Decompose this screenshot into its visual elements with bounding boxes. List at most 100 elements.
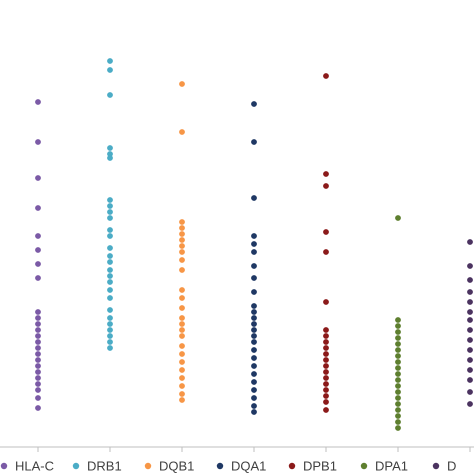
data-point-drb1 bbox=[107, 155, 113, 161]
data-point-dpb1 bbox=[323, 375, 329, 381]
data-point-dqb1 bbox=[179, 343, 185, 349]
data-point-dqb1 bbox=[179, 327, 185, 333]
data-point-drb1 bbox=[107, 267, 113, 273]
data-point-dpb1 bbox=[323, 357, 329, 363]
data-point-d bbox=[467, 309, 473, 315]
data-point-dqa1 bbox=[251, 275, 257, 281]
data-point-d bbox=[467, 299, 473, 305]
legend-marker bbox=[360, 462, 368, 470]
legend-label: DRB1 bbox=[87, 459, 122, 474]
data-point-drb1 bbox=[107, 259, 113, 265]
data-point-d bbox=[467, 389, 473, 395]
legend-label: DQA1 bbox=[231, 459, 266, 474]
data-point-dpa1 bbox=[395, 323, 401, 329]
data-point-dpb1 bbox=[323, 327, 329, 333]
data-point-dqa1 bbox=[251, 101, 257, 107]
points-layer bbox=[35, 58, 473, 431]
data-point-drb1 bbox=[107, 321, 113, 327]
data-point-dqa1 bbox=[251, 315, 257, 321]
data-point-dqa1 bbox=[251, 289, 257, 295]
data-point-dqa1 bbox=[251, 303, 257, 309]
legend-marker bbox=[288, 462, 296, 470]
legend-label: DPB1 bbox=[303, 459, 337, 474]
data-point-drb1 bbox=[107, 58, 113, 64]
data-point-dqa1 bbox=[251, 395, 257, 401]
data-point-dpb1 bbox=[323, 183, 329, 189]
data-point-dqa1 bbox=[251, 355, 257, 361]
data-point-hla-c bbox=[35, 351, 41, 357]
data-point-hla-c bbox=[35, 381, 41, 387]
data-point-drb1 bbox=[107, 333, 113, 339]
data-point-dpb1 bbox=[323, 339, 329, 345]
legend-marker bbox=[0, 462, 8, 470]
data-point-dqa1 bbox=[251, 195, 257, 201]
data-point-dpa1 bbox=[395, 413, 401, 419]
data-point-dpa1 bbox=[395, 419, 401, 425]
data-point-dpb1 bbox=[323, 345, 329, 351]
legend-label: DQB1 bbox=[159, 459, 194, 474]
data-point-dqb1 bbox=[179, 315, 185, 321]
data-point-dqb1 bbox=[179, 295, 185, 301]
data-point-dpa1 bbox=[395, 329, 401, 335]
data-point-dqb1 bbox=[179, 243, 185, 249]
data-point-dpa1 bbox=[395, 425, 401, 431]
data-point-dqa1 bbox=[251, 241, 257, 247]
data-point-dqb1 bbox=[179, 287, 185, 293]
data-point-hla-c bbox=[35, 327, 41, 333]
data-point-drb1 bbox=[107, 92, 113, 98]
data-point-dqa1 bbox=[251, 249, 257, 255]
data-point-hla-c bbox=[35, 363, 41, 369]
data-point-dpa1 bbox=[395, 371, 401, 377]
data-point-hla-c bbox=[35, 333, 41, 339]
data-point-dpa1 bbox=[395, 401, 401, 407]
data-point-drb1 bbox=[107, 315, 113, 321]
data-point-d bbox=[467, 239, 473, 245]
data-point-dpa1 bbox=[395, 365, 401, 371]
data-point-dqb1 bbox=[179, 129, 185, 135]
data-point-dqa1 bbox=[251, 347, 257, 353]
data-point-drb1 bbox=[107, 197, 113, 203]
data-point-dqa1 bbox=[251, 333, 257, 339]
data-point-d bbox=[467, 401, 473, 407]
data-point-hla-c bbox=[35, 315, 41, 321]
data-point-drb1 bbox=[107, 279, 113, 285]
data-point-dpb1 bbox=[323, 387, 329, 393]
data-point-drb1 bbox=[107, 215, 113, 221]
axis-layer bbox=[0, 446, 474, 452]
data-point-drb1 bbox=[107, 295, 113, 301]
data-point-dpa1 bbox=[395, 317, 401, 323]
data-point-drb1 bbox=[107, 307, 113, 313]
data-point-dqb1 bbox=[179, 321, 185, 327]
data-point-dpb1 bbox=[323, 73, 329, 79]
data-point-drb1 bbox=[107, 203, 113, 209]
data-point-dqb1 bbox=[179, 351, 185, 357]
data-point-dqb1 bbox=[179, 219, 185, 225]
data-point-hla-c bbox=[35, 339, 41, 345]
data-point-dpb1 bbox=[323, 299, 329, 305]
data-point-dpa1 bbox=[395, 383, 401, 389]
data-point-hla-c bbox=[35, 99, 41, 105]
legend-marker bbox=[72, 462, 80, 470]
data-point-d bbox=[467, 347, 473, 353]
data-point-d bbox=[467, 367, 473, 373]
data-point-hla-c bbox=[35, 345, 41, 351]
data-point-dqb1 bbox=[179, 383, 185, 389]
data-point-dpb1 bbox=[323, 249, 329, 255]
data-point-dqb1 bbox=[179, 257, 185, 263]
data-point-dqa1 bbox=[251, 371, 257, 377]
data-point-dpa1 bbox=[395, 395, 401, 401]
legend-label: D bbox=[447, 459, 456, 474]
data-point-hla-c bbox=[35, 321, 41, 327]
data-point-hla-c bbox=[35, 369, 41, 375]
data-point-drb1 bbox=[107, 209, 113, 215]
data-point-dpb1 bbox=[323, 171, 329, 177]
data-point-dqb1 bbox=[179, 81, 185, 87]
data-point-dqa1 bbox=[251, 363, 257, 369]
data-point-dqa1 bbox=[251, 387, 257, 393]
data-point-dqa1 bbox=[251, 309, 257, 315]
data-point-dpa1 bbox=[395, 353, 401, 359]
data-point-dqb1 bbox=[179, 237, 185, 243]
data-point-dqb1 bbox=[179, 305, 185, 311]
data-point-d bbox=[467, 357, 473, 363]
